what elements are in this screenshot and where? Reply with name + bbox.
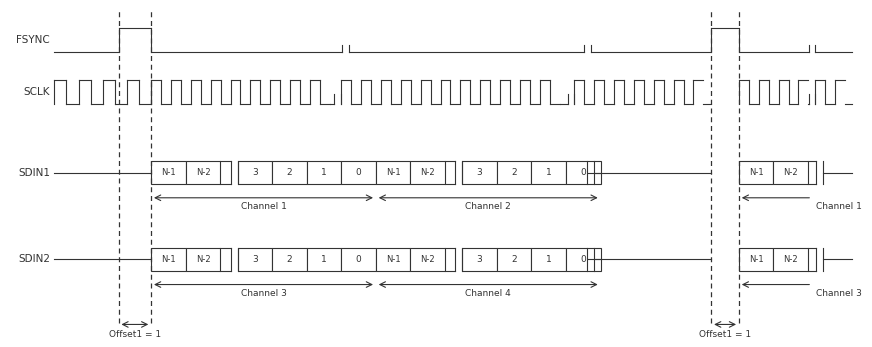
- Text: N-2: N-2: [195, 168, 210, 177]
- Bar: [739, 248, 773, 271]
- Bar: [272, 161, 307, 184]
- Bar: [186, 248, 221, 271]
- Text: Channel 3: Channel 3: [241, 289, 286, 298]
- Text: 0: 0: [356, 255, 362, 264]
- Text: Channel 4: Channel 4: [466, 289, 511, 298]
- Text: Channel 3: Channel 3: [816, 289, 862, 298]
- Text: 2: 2: [287, 255, 292, 264]
- Bar: [376, 248, 411, 271]
- Bar: [411, 161, 445, 184]
- Bar: [531, 161, 566, 184]
- Text: Channel 1: Channel 1: [816, 202, 862, 211]
- Bar: [462, 248, 497, 271]
- Bar: [566, 248, 601, 271]
- Bar: [411, 248, 445, 271]
- Bar: [186, 161, 221, 184]
- Bar: [307, 248, 341, 271]
- Text: N-2: N-2: [195, 255, 210, 264]
- Text: 0: 0: [581, 255, 586, 264]
- Text: 3: 3: [477, 255, 482, 264]
- Bar: [307, 161, 341, 184]
- Text: 0: 0: [581, 168, 586, 177]
- Bar: [341, 161, 376, 184]
- Bar: [341, 248, 376, 271]
- Bar: [773, 161, 808, 184]
- Text: N-1: N-1: [385, 168, 400, 177]
- Bar: [497, 248, 531, 271]
- Text: 2: 2: [287, 168, 292, 177]
- Text: SCLK: SCLK: [24, 87, 50, 97]
- Text: N-1: N-1: [161, 168, 176, 177]
- Bar: [151, 248, 186, 271]
- Text: Offset1 = 1: Offset1 = 1: [109, 330, 161, 339]
- Text: N-1: N-1: [749, 168, 764, 177]
- Text: FSYNC: FSYNC: [17, 35, 50, 45]
- Text: 1: 1: [321, 255, 327, 264]
- Text: N-2: N-2: [783, 255, 798, 264]
- Text: 3: 3: [252, 168, 258, 177]
- Text: Channel 2: Channel 2: [466, 202, 511, 211]
- Bar: [566, 161, 601, 184]
- Bar: [739, 161, 773, 184]
- Bar: [462, 161, 497, 184]
- Text: N-1: N-1: [161, 255, 176, 264]
- Text: N-2: N-2: [420, 255, 435, 264]
- Text: 3: 3: [252, 255, 258, 264]
- Bar: [531, 248, 566, 271]
- Bar: [151, 161, 186, 184]
- Text: 1: 1: [546, 255, 552, 264]
- Text: 1: 1: [546, 168, 552, 177]
- Text: Channel 1: Channel 1: [241, 202, 286, 211]
- Text: Offset1 = 1: Offset1 = 1: [699, 330, 751, 339]
- Text: N-2: N-2: [420, 168, 435, 177]
- Text: 2: 2: [511, 168, 517, 177]
- Text: SDIN2: SDIN2: [18, 254, 50, 264]
- Text: 2: 2: [511, 255, 517, 264]
- Text: 1: 1: [321, 168, 327, 177]
- Text: SDIN1: SDIN1: [18, 168, 50, 178]
- Text: N-2: N-2: [783, 168, 798, 177]
- Bar: [237, 161, 272, 184]
- Text: N-1: N-1: [749, 255, 764, 264]
- Text: 3: 3: [477, 168, 482, 177]
- Bar: [773, 248, 808, 271]
- Bar: [497, 161, 531, 184]
- Bar: [272, 248, 307, 271]
- Bar: [376, 161, 411, 184]
- Bar: [237, 248, 272, 271]
- Text: N-1: N-1: [385, 255, 400, 264]
- Text: 0: 0: [356, 168, 362, 177]
